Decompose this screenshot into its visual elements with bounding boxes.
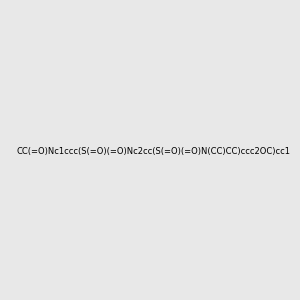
Text: CC(=O)Nc1ccc(S(=O)(=O)Nc2cc(S(=O)(=O)N(CC)CC)ccc2OC)cc1: CC(=O)Nc1ccc(S(=O)(=O)Nc2cc(S(=O)(=O)N(C…	[17, 147, 291, 156]
